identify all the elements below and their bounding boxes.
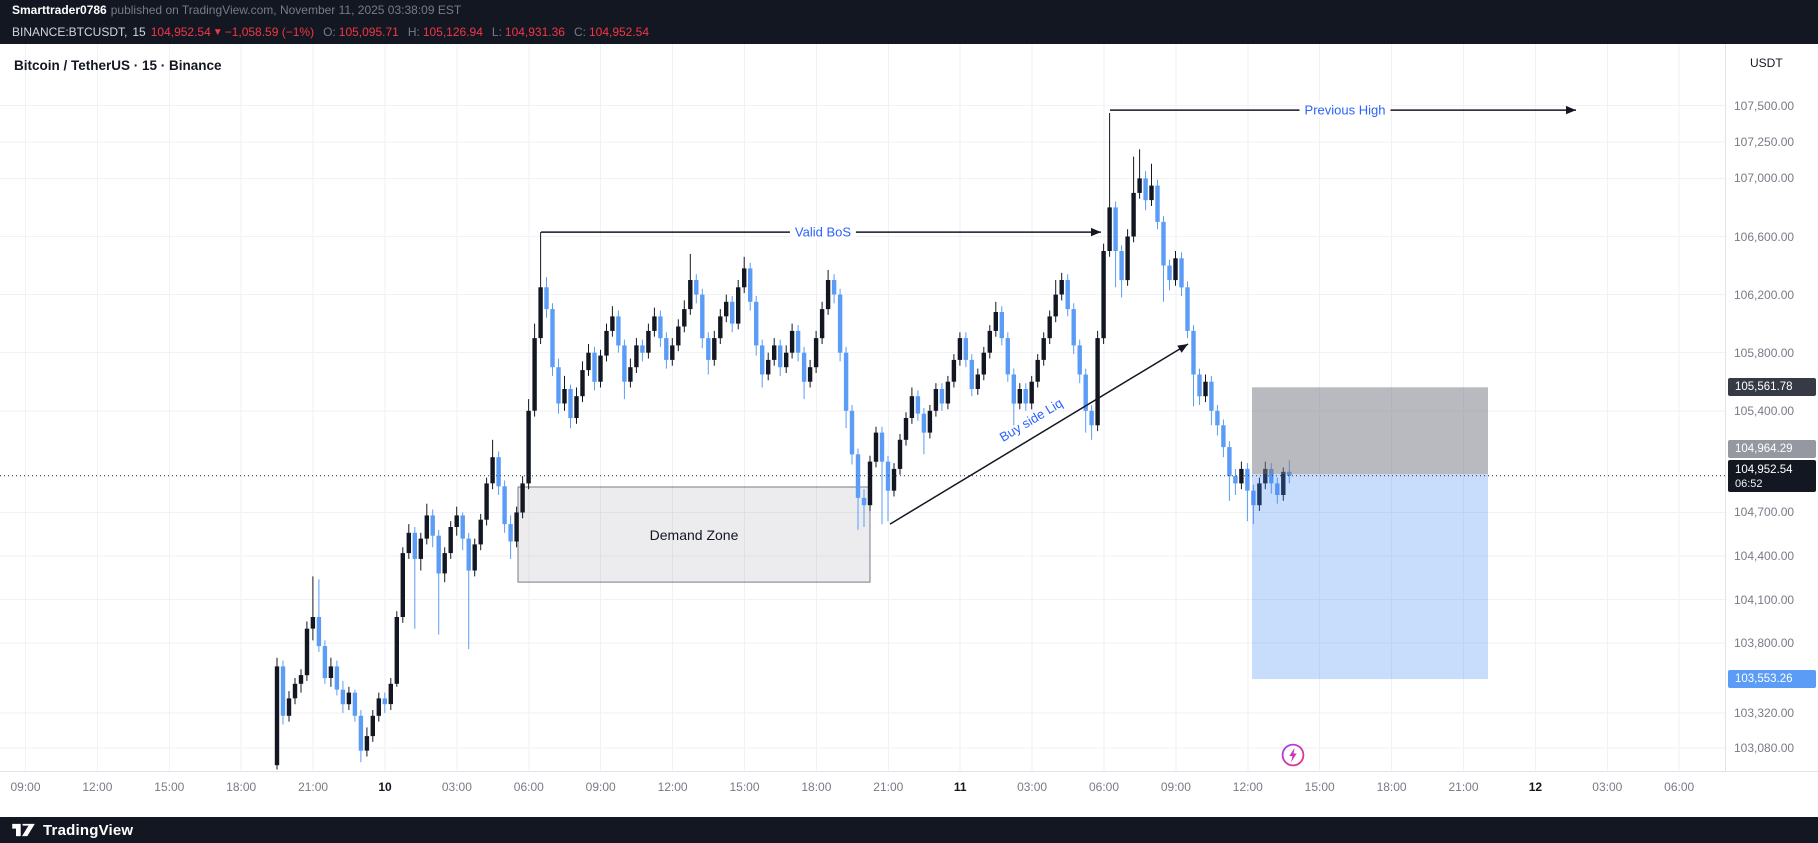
target-price-label: 103,553.26 (1728, 670, 1816, 688)
open-value: O: 105,095.71 (323, 25, 399, 39)
time-axis-label: 06:00 (1088, 780, 1120, 794)
entry-price-label: 104,964.29 (1728, 440, 1816, 459)
time-axis-day-label: 10 (378, 780, 392, 794)
price-tick-label: 103,080.00 (1734, 740, 1795, 755)
time-axis-label: 03:00 (1017, 780, 1048, 794)
time-axis-label: 06:00 (513, 780, 544, 794)
price-tick-label: 105,400.00 (1734, 403, 1795, 418)
time-axis-label: 18:00 (801, 780, 832, 794)
time-axis-label: 12:00 (1232, 780, 1263, 794)
price-tick-label: 104,700.00 (1734, 505, 1795, 520)
publisher-username: Smarttrader0786 (12, 3, 107, 17)
price-down-arrow-icon: ▼ (212, 27, 223, 38)
time-axis-label: 15:00 (729, 780, 760, 794)
time-axis-label: 06:00 (1664, 780, 1695, 794)
time-axis-label: 12:00 (82, 780, 113, 794)
demand-zone-box (517, 486, 871, 583)
price-tick-label: 105,800.00 (1734, 345, 1795, 360)
currency-label: USDT (1750, 56, 1783, 70)
time-axis-day-label: 11 (953, 780, 967, 794)
price-tick-label: 107,000.00 (1734, 171, 1795, 186)
candlestick-chart[interactable] (0, 44, 1725, 771)
time-axis-label: 09:00 (585, 780, 616, 794)
short-position-risk-box (1252, 387, 1488, 475)
low-value: L: 104,931.36 (491, 25, 565, 39)
time-axis-label: 12:00 (657, 780, 688, 794)
time-axis-label: 18:00 (1376, 780, 1407, 794)
price-tick-label: 104,100.00 (1734, 592, 1795, 607)
price-tick-label: 103,320.00 (1734, 705, 1795, 720)
tradingview-logo-icon[interactable] (12, 822, 36, 838)
time-axis-label: 09:00 (10, 780, 41, 794)
chart-pane[interactable]: Previous High Valid BoS Buy side Liq Demand… (0, 44, 1818, 817)
close-value: C: 104,952.54 (573, 25, 650, 39)
price-tick-label: 106,600.00 (1734, 229, 1795, 244)
high-value: H: 105,126.94 (407, 25, 483, 39)
tradingview-wordmark[interactable]: TradingView (43, 821, 134, 839)
time-axis[interactable]: 09:00 12:00 15:00 18:00 21:00 10 03:00 06:00 09:… (0, 771, 1818, 817)
price-tick-label: 107,250.00 (1734, 135, 1795, 149)
time-axis-label: 21:00 (873, 780, 904, 794)
price-tick-label: 107,500.00 (1734, 98, 1795, 113)
price-tick-label: 106,200.00 (1734, 287, 1795, 302)
symbol-name[interactable]: BINANCE:BTCUSDT, (12, 25, 128, 39)
candle-countdown: 06:52 (1735, 477, 1763, 490)
short-position-profit-box (1252, 474, 1488, 680)
time-axis-label: 15:00 (154, 780, 185, 794)
price-tick-label: 104,400.00 (1734, 549, 1795, 563)
buy-side-liq-line (889, 343, 1189, 525)
reaction-flash-icon[interactable] (1280, 742, 1306, 768)
time-axis-label: 09:00 (1160, 780, 1191, 794)
price-change: −1,058.59 (−1%) (224, 25, 315, 39)
time-axis-label: 18:00 (226, 780, 257, 794)
symbol-interval[interactable]: 15 (132, 25, 146, 39)
time-axis-label: 21:00 (298, 780, 329, 794)
stop-price-label: 105,561.78 (1728, 378, 1816, 397)
price-axis[interactable]: USDT 107,500.00 107,250.00 107,000.00 106,6… (1725, 44, 1818, 817)
time-axis-label: 21:00 (1448, 780, 1479, 794)
candlesticks (274, 113, 1292, 770)
chart-legend[interactable]: Bitcoin / TetherUS · 15 · Binance (14, 58, 222, 73)
time-axis-label: 03:00 (441, 780, 472, 794)
time-axis-label: 15:00 (1304, 780, 1335, 794)
symbol-info-bar: BINANCE:BTCUSDT, 15 104,952.54 ▼ −1,058.… (0, 21, 1818, 44)
price-tick-label: 103,800.00 (1734, 636, 1795, 651)
time-axis-label: 03:00 (1592, 780, 1623, 794)
publish-info: published on TradingView.com, November 1… (110, 3, 462, 17)
publish-bar: Smarttrader0786 published on TradingView.… (0, 0, 1818, 21)
current-price-label: 104,952.54 06:52 (1728, 459, 1816, 492)
last-price: 104,952.54 (150, 25, 211, 39)
time-axis-day-label: 12 (1528, 780, 1543, 794)
footer-bar: TradingView (0, 817, 1818, 843)
